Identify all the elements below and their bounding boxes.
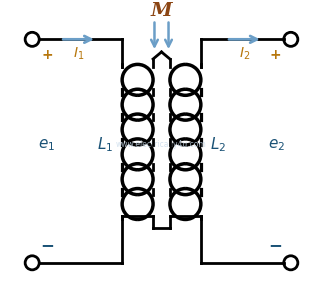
Text: −: − bbox=[41, 236, 55, 254]
Text: $e_2$: $e_2$ bbox=[268, 137, 285, 153]
Text: $e_1$: $e_1$ bbox=[38, 137, 55, 153]
Text: +: + bbox=[42, 48, 54, 62]
Text: $L_2$: $L_2$ bbox=[210, 135, 226, 154]
Text: $I_2$: $I_2$ bbox=[239, 45, 250, 61]
Text: www.electrically4u.com: www.electrically4u.com bbox=[116, 140, 207, 149]
Text: M: M bbox=[151, 2, 172, 20]
Text: +: + bbox=[269, 48, 281, 62]
Text: $L_1$: $L_1$ bbox=[97, 135, 113, 154]
Text: −: − bbox=[268, 236, 282, 254]
Text: $I_1$: $I_1$ bbox=[73, 45, 84, 61]
